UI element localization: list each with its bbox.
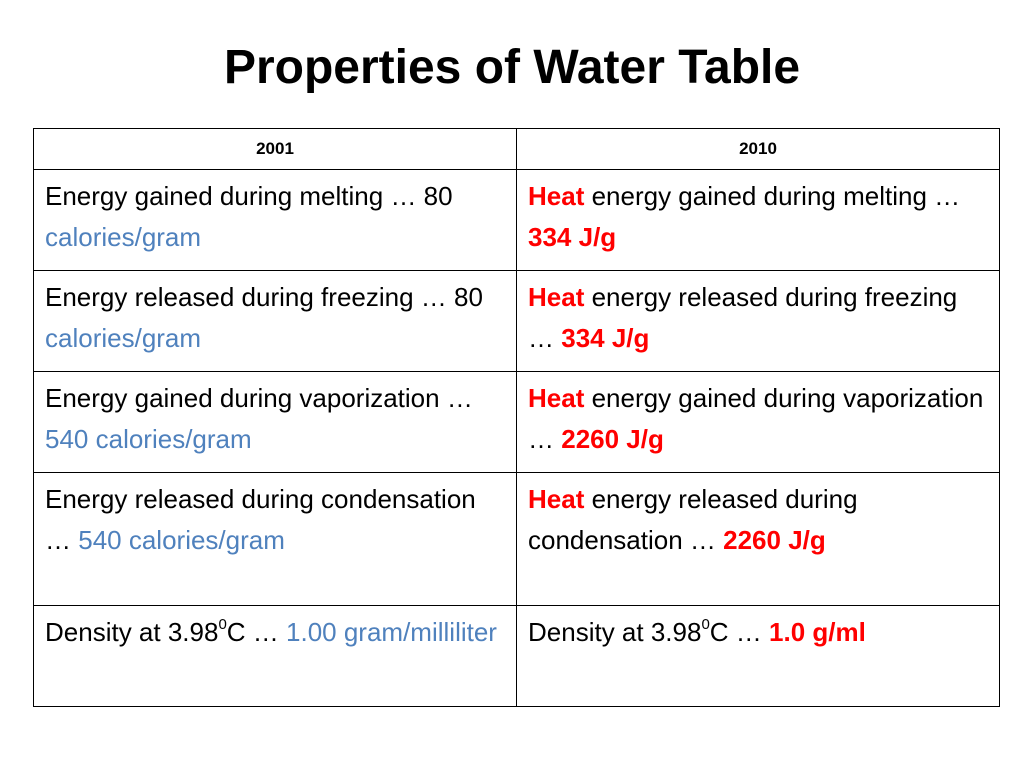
unit-text: 1.00 gram/milliliter bbox=[286, 617, 497, 647]
table-row: Energy released during condensation … 54… bbox=[33, 472, 1000, 606]
cell-2010-density: Density at 3.980C … 1.0 g/ml bbox=[516, 605, 1000, 707]
cell-2001-freezing: Energy released during freezing … 80 cal… bbox=[33, 270, 517, 372]
table-row: Energy gained during melting … 80 calori… bbox=[33, 169, 1000, 271]
superscript-zero: 0 bbox=[218, 616, 227, 634]
table-row: Energy gained during vaporization … 540 … bbox=[33, 371, 1000, 473]
table-header-row: 2001 2010 bbox=[33, 128, 1000, 170]
cell-text: energy released during freezing … bbox=[528, 282, 958, 353]
cell-2001-melting: Energy gained during melting … 80 calori… bbox=[33, 169, 517, 271]
cell-2010-vaporization: Heat energy gained during vaporization …… bbox=[516, 371, 1000, 473]
cell-text: C … bbox=[226, 617, 287, 647]
cell-2010-freezing: Heat energy released during freezing … 3… bbox=[516, 270, 1000, 372]
value-text: 334 J/g bbox=[528, 222, 617, 252]
cell-2010-melting: Heat energy gained during melting … 334 … bbox=[516, 169, 1000, 271]
cell-text: C … bbox=[709, 617, 770, 647]
column-header-2010: 2010 bbox=[516, 128, 1000, 170]
cell-text: Energy gained during vaporization … bbox=[45, 383, 473, 413]
cell-2001-vaporization: Energy gained during vaporization … 540 … bbox=[33, 371, 517, 473]
cell-2001-condensation: Energy released during condensation … 54… bbox=[33, 472, 517, 606]
cell-2010-condensation: Heat energy released during condensation… bbox=[516, 472, 1000, 606]
cell-text: Density at 3.98 bbox=[45, 617, 219, 647]
heat-label: Heat bbox=[528, 282, 585, 312]
table-row: Density at 3.980C … 1.00 gram/milliliter… bbox=[33, 605, 1000, 707]
cell-text: Density at 3.98 bbox=[528, 617, 702, 647]
water-properties-table: 2001 2010 Energy gained during melting …… bbox=[33, 128, 1000, 707]
table-row: Energy released during freezing … 80 cal… bbox=[33, 270, 1000, 372]
heat-label: Heat bbox=[528, 484, 585, 514]
cell-text: Energy released during freezing … 80 bbox=[45, 282, 483, 312]
heat-label: Heat bbox=[528, 383, 585, 413]
heat-label: Heat bbox=[528, 181, 585, 211]
cell-2001-density: Density at 3.980C … 1.00 gram/milliliter bbox=[33, 605, 517, 707]
value-text: 1.0 g/ml bbox=[769, 617, 866, 647]
page-title: Properties of Water Table bbox=[223, 41, 801, 94]
value-text: 2260 J/g bbox=[723, 525, 826, 555]
cell-text: Energy gained during melting … 80 bbox=[45, 181, 453, 211]
value-text: 334 J/g bbox=[561, 323, 650, 353]
cell-text: energy released during condensation … bbox=[528, 484, 858, 555]
unit-text: 540 calories/gram bbox=[45, 424, 252, 454]
superscript-zero: 0 bbox=[701, 616, 710, 634]
unit-text: calories/gram bbox=[45, 222, 202, 252]
cell-text: energy gained during melting … bbox=[584, 181, 961, 211]
column-header-2001: 2001 bbox=[33, 128, 517, 170]
unit-text: calories/gram bbox=[45, 323, 202, 353]
value-text: 2260 J/g bbox=[561, 424, 664, 454]
cell-text: energy gained during vaporization … bbox=[528, 383, 984, 454]
unit-text: 540 calories/gram bbox=[78, 525, 285, 555]
cell-text: Energy released during condensation … bbox=[45, 484, 476, 555]
